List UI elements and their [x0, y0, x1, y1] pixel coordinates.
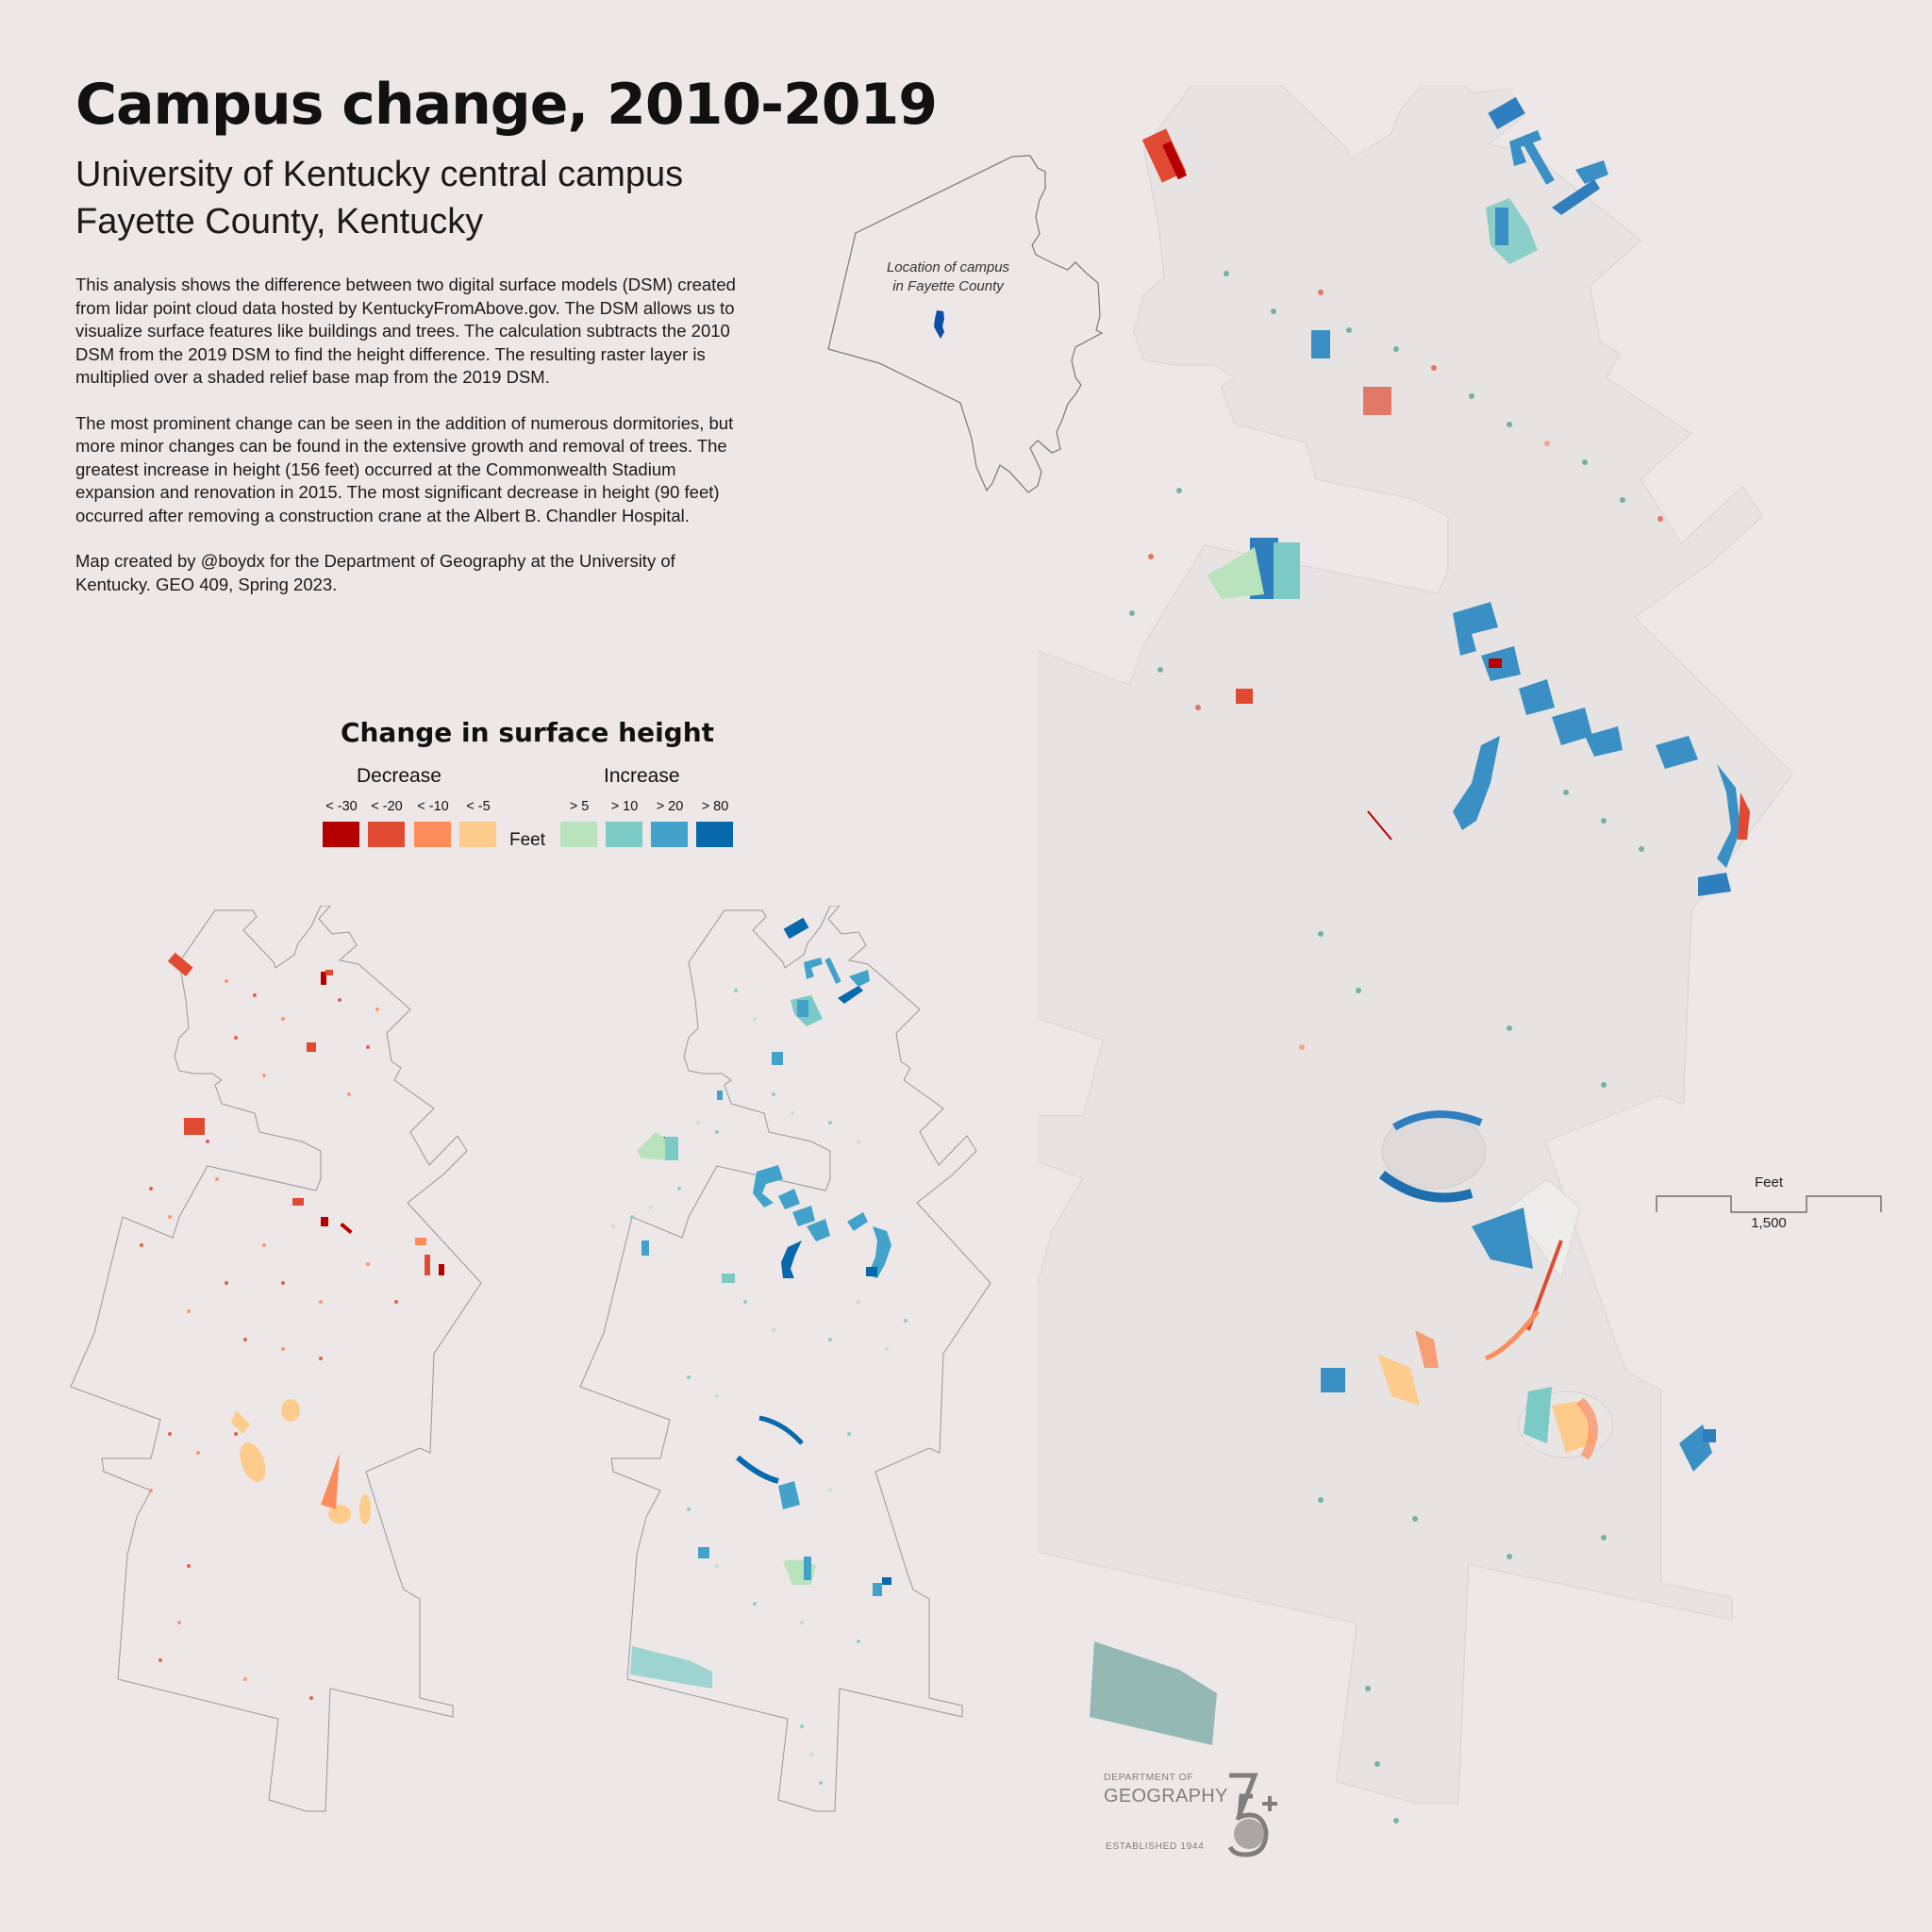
legend-swatch	[459, 822, 496, 847]
scale-bar-value: 1,500	[1751, 1215, 1787, 1231]
legend-swatch	[606, 822, 642, 847]
main-map-trees	[1129, 271, 1663, 1824]
legend-class-increase-80: > 80	[696, 799, 734, 847]
decrease-speckles	[140, 979, 398, 1700]
scale-bar-graphic	[1656, 1195, 1882, 1213]
globe-75-icon	[1227, 1773, 1277, 1857]
subtitle-campus: University of Kentucky central campus	[75, 155, 684, 194]
increase-features	[637, 917, 891, 1596]
legend-class-increase-20: > 20	[651, 799, 689, 847]
description-findings: The most prominent change can be seen in…	[75, 412, 734, 525]
legend-swatch	[560, 822, 597, 847]
legend-swatch	[696, 822, 733, 847]
decrease-map	[70, 906, 482, 1812]
legend: Change in surface height Decrease Increa…	[321, 717, 736, 869]
legend-increase-label: Increase	[604, 765, 680, 787]
description-credit: Map created by @boydx for the Department…	[75, 551, 675, 594]
subtitle: University of Kentucky central campus Fa…	[75, 151, 683, 245]
campus-location-marker	[934, 310, 944, 339]
legend-swatch	[651, 822, 688, 847]
legend-swatch	[414, 822, 451, 847]
decrease-features	[167, 952, 444, 1524]
legend-class-decrease-5: < -5	[459, 799, 497, 847]
inset-county-map	[827, 155, 1104, 493]
legend-decrease-label: Decrease	[357, 765, 441, 787]
fayette-county-outline	[827, 155, 1104, 493]
increase-speckles	[611, 989, 908, 1785]
department-logo: DEPARTMENT OF GEOGRAPHY ESTABLISHED 1944	[1104, 1755, 1283, 1868]
description: This analysis shows the difference betwe…	[75, 274, 736, 619]
page-title: Campus change, 2010-2019	[75, 72, 938, 138]
woodland-increase	[630, 1646, 712, 1689]
legend-swatch	[368, 822, 405, 847]
inset-label: Location of campus in Fayette County	[886, 259, 1010, 294]
legend-class-decrease-20: < -20	[368, 799, 406, 847]
legend-class-decrease-10: < -10	[414, 799, 452, 847]
legend-class-increase-10: > 10	[606, 799, 643, 847]
scale-bar: Feet 1,500	[1656, 1174, 1882, 1231]
legend-title: Change in surface height	[340, 717, 715, 748]
description-method: This analysis shows the difference betwe…	[75, 275, 736, 387]
legend-class-increase-5: > 5	[560, 799, 598, 847]
subtitle-county: Fayette County, Kentucky	[75, 202, 484, 242]
scale-bar-unit: Feet	[1754, 1174, 1783, 1191]
increase-map	[579, 906, 991, 1812]
main-map	[1038, 85, 1794, 1824]
legend-swatch	[323, 822, 359, 847]
main-map-features	[1090, 96, 1750, 1745]
legend-class-decrease-30: < -30	[323, 799, 360, 847]
legend-unit: Feet	[509, 830, 546, 850]
